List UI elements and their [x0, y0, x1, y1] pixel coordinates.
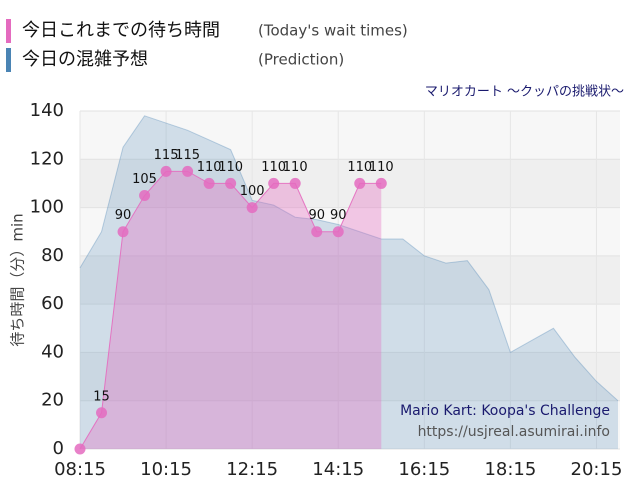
data-label: 115 — [154, 148, 179, 163]
data-label: 15 — [93, 389, 110, 404]
data-point — [354, 177, 366, 189]
data-label: 110 — [369, 160, 394, 175]
line — [79, 115, 619, 402]
legend-label: 今日の混雑予想 — [22, 49, 148, 70]
x-tick-label: 20:15 — [571, 459, 623, 480]
x-tick-label: 16:15 — [398, 459, 450, 480]
legend-swatch — [6, 19, 11, 43]
data-point — [375, 177, 387, 189]
data-label: 105 — [132, 172, 157, 187]
x-tick-label: 10:15 — [140, 459, 192, 480]
grid-band — [80, 352, 620, 401]
y-tick-label: 0 — [53, 438, 64, 459]
data-point — [182, 165, 194, 177]
data-label: 90 — [308, 208, 325, 223]
data-point — [117, 226, 129, 238]
data-label: 90 — [115, 208, 132, 223]
data-point — [311, 226, 323, 238]
data-point — [289, 177, 301, 189]
data-label: 100 — [240, 184, 265, 199]
y-tick-label: 100 — [30, 197, 64, 218]
y-tick-label: 120 — [30, 148, 64, 169]
data-point — [96, 407, 108, 419]
data-label: 110 — [347, 160, 372, 175]
grid-band — [80, 255, 620, 305]
data-label: 110 — [261, 160, 286, 175]
data-point — [139, 190, 151, 201]
annotation: Mario Kart: Koopa's Challenge — [400, 403, 610, 419]
data-point — [268, 177, 280, 189]
x-tick-label: 08:15 — [54, 459, 106, 480]
data-point — [246, 202, 258, 214]
series — [79, 115, 619, 449]
y-axis-label: 待ち時間（分）min — [9, 213, 27, 346]
legend-sublabel: (Prediction) — [258, 51, 344, 69]
legend-swatch — [6, 48, 11, 72]
data-point — [225, 177, 237, 189]
area — [80, 171, 382, 449]
data-point — [160, 165, 172, 177]
data-point — [332, 226, 344, 238]
y-tick-label: 60 — [41, 293, 64, 314]
data-point — [74, 443, 86, 455]
x-tick-label: 12:15 — [226, 459, 278, 480]
y-tick-label: 80 — [41, 245, 64, 266]
y-tick-label: 40 — [41, 341, 64, 362]
data-label: 110 — [283, 160, 308, 175]
data-label: 110 — [197, 160, 222, 175]
data-label: 110 — [218, 160, 243, 175]
x-tick-label: 18:15 — [484, 459, 536, 480]
data-point — [203, 177, 215, 189]
data-label: 90 — [330, 208, 347, 223]
legend-label: 今日これまでの待ち時間 — [22, 20, 220, 41]
area — [80, 115, 618, 449]
data-label: 115 — [175, 148, 200, 163]
chart-title: マリオカート ～クッパの挑戦状～ — [425, 85, 624, 100]
annotation: https://usjreal.asumirai.info — [418, 424, 610, 440]
grid-band — [80, 159, 620, 208]
y-tick-label: 20 — [41, 390, 64, 411]
y-tick-label: 140 — [30, 100, 64, 121]
legend-sublabel: (Today's wait times) — [258, 22, 408, 40]
x-tick-label: 14:15 — [312, 459, 364, 480]
